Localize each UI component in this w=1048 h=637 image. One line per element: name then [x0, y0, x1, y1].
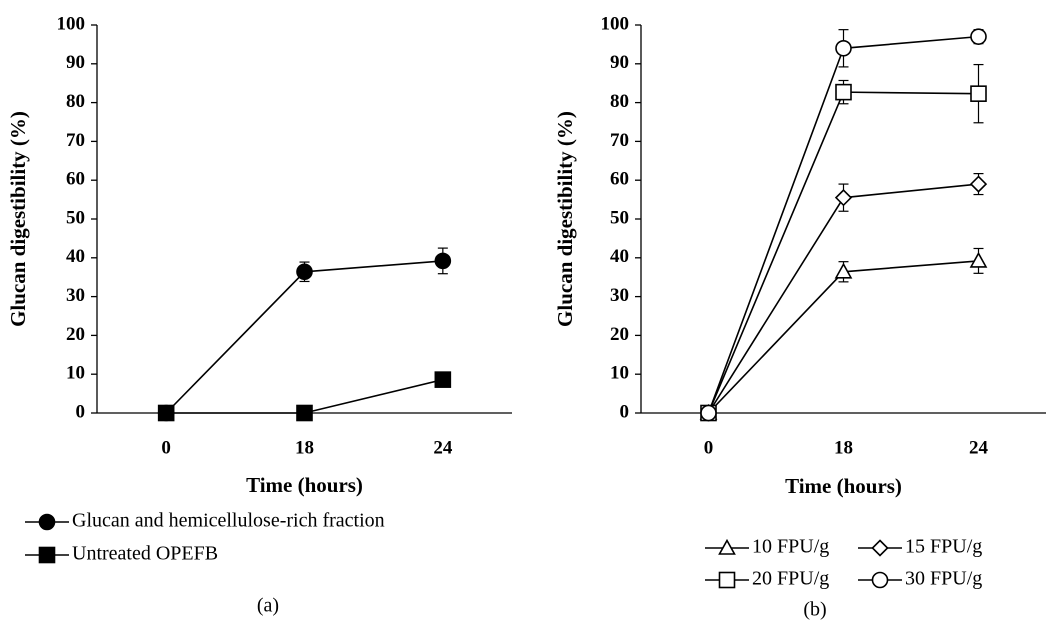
data-point [834, 262, 853, 279]
y-tick-label: 10 [610, 363, 629, 384]
x-axis-title: Time (hours) [246, 473, 363, 497]
data-point [296, 263, 313, 281]
x-tick-label: 0 [704, 437, 714, 458]
panel-label: (b) [803, 599, 826, 621]
data-point [970, 28, 987, 45]
y-tick-label: 10 [66, 363, 85, 384]
x-axis-title: Time (hours) [785, 474, 902, 498]
y-tick-label: 20 [610, 324, 629, 345]
y-tick-label: 60 [610, 169, 629, 190]
legend-marker [871, 571, 889, 589]
y-tick-label: 30 [66, 285, 85, 306]
y-tick-label: 80 [66, 91, 85, 112]
x-tick-label: 24 [433, 437, 453, 458]
data-point [970, 85, 987, 102]
legend-marker [38, 546, 56, 564]
y-tick-label: 90 [66, 52, 85, 73]
y-tick-label: 20 [66, 324, 85, 345]
y-tick-label: 30 [610, 285, 629, 306]
x-tick-label: 18 [295, 437, 314, 458]
y-tick-label: 80 [610, 91, 629, 112]
legend-marker [718, 538, 736, 555]
y-tick-label: 0 [76, 401, 86, 422]
y-tick-label: 100 [601, 13, 630, 34]
y-tick-label: 50 [66, 207, 85, 228]
x-tick-label: 24 [969, 437, 989, 458]
data-point [434, 371, 452, 388]
series-line [707, 183, 979, 414]
legend-label: Untreated OPEFB [72, 543, 218, 565]
y-tick-label: 0 [620, 401, 630, 422]
legend-label: Glucan and hemicellulose-rich fraction [72, 510, 385, 532]
data-point [835, 39, 852, 57]
legend-label: 30 FPU/g [905, 568, 982, 590]
legend-marker [718, 571, 736, 589]
data-point [434, 252, 452, 270]
y-tick-label: 50 [610, 207, 629, 228]
legend-label: 10 FPU/g [752, 536, 829, 558]
x-tick-label: 18 [834, 437, 853, 458]
y-axis-title: Glucan digestibility (%) [6, 111, 30, 327]
y-tick-label: 70 [610, 130, 629, 151]
legend-marker [38, 513, 56, 531]
series-line [707, 260, 979, 414]
legend-label: 20 FPU/g [752, 568, 829, 590]
panel-label: (a) [257, 595, 279, 617]
y-axis-title: Glucan digestibility (%) [553, 111, 577, 327]
data-point [969, 251, 988, 268]
y-tick-label: 90 [610, 52, 629, 73]
data-point [834, 189, 853, 207]
data-point [157, 404, 175, 422]
legend-marker [871, 539, 889, 557]
y-tick-label: 60 [66, 169, 85, 190]
y-tick-label: 100 [57, 13, 86, 34]
x-tick-label: 0 [161, 437, 171, 458]
y-tick-label: 40 [66, 246, 85, 267]
data-point [835, 83, 852, 101]
y-tick-label: 70 [66, 130, 85, 151]
data-point [296, 404, 313, 422]
series-line [707, 91, 979, 414]
legend-label: 15 FPU/g [905, 536, 982, 558]
y-tick-label: 40 [610, 246, 629, 267]
data-point [700, 404, 717, 422]
data-point [969, 175, 988, 193]
